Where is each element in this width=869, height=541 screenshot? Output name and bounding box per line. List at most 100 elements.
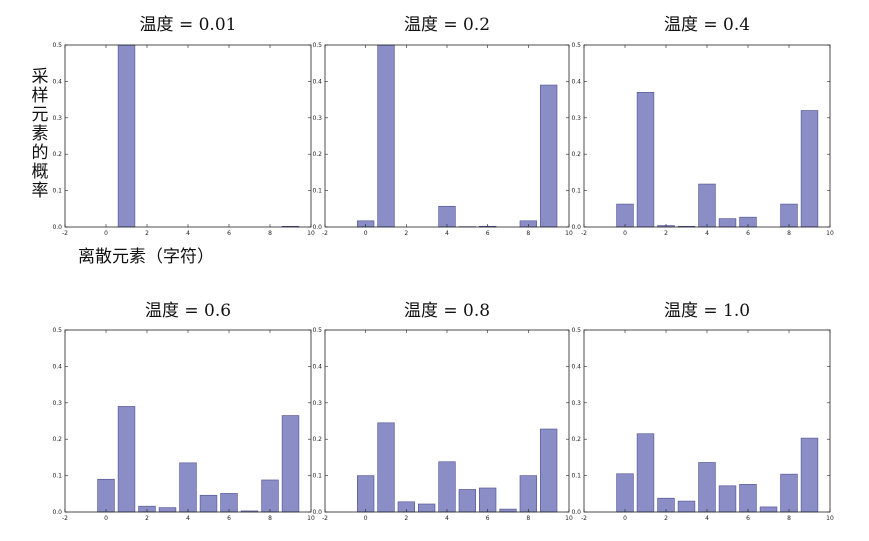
bar	[800, 437, 819, 513]
x-tick-label: -2	[581, 230, 587, 237]
x-tick-label: 8	[268, 230, 272, 237]
bar	[438, 461, 456, 513]
x-tick-label: 4	[186, 515, 190, 522]
bar	[636, 433, 655, 513]
y-tick-label: 0.3	[312, 115, 322, 122]
bar	[499, 508, 517, 513]
x-tick-label: 8	[268, 515, 272, 522]
y-tick-label: 0.2	[52, 436, 62, 443]
bar	[261, 479, 279, 513]
y-tick-label: 0.1	[52, 188, 62, 195]
chart-panels: 温度 = 0.01-2 0 2 4 6 8 100.00.10.20.30.40.5温度 =…	[52, 15, 834, 522]
bar	[438, 205, 456, 228]
x-tick-label: 4	[445, 230, 449, 237]
x-tick-label: 8	[526, 230, 530, 237]
y-axis-label-char: 率	[32, 181, 49, 201]
x-tick-label: 0	[104, 230, 108, 237]
bar	[97, 478, 115, 513]
bar	[117, 406, 136, 513]
x-tick-label: 10	[826, 230, 834, 237]
x-axis-label: 离散元素（字符）	[78, 247, 214, 267]
y-tick-label: 0.1	[52, 473, 62, 480]
bar	[281, 415, 300, 513]
x-tick-label: 0	[104, 515, 108, 522]
bar	[377, 422, 395, 513]
panel-title: 温度 = 0.2	[404, 15, 490, 35]
x-tick-label: -2	[62, 230, 68, 237]
y-tick-label: 0.4	[312, 363, 322, 370]
bar	[780, 473, 798, 513]
x-tick-label: 6	[227, 515, 231, 522]
bar	[377, 44, 395, 228]
x-tick-label: 10	[826, 515, 834, 522]
panel-title: 温度 = 0.01	[140, 15, 237, 35]
x-tick-label: 4	[705, 230, 709, 237]
x-tick-label: -2	[322, 515, 328, 522]
y-tick-label: 0.3	[52, 400, 62, 407]
y-axis-label-char: 素	[32, 124, 49, 144]
x-tick-label: 2	[664, 230, 668, 237]
y-tick-label: 0.4	[312, 78, 322, 85]
x-tick-label: 2	[404, 230, 408, 237]
x-tick-label: 10	[565, 230, 573, 237]
y-tick-label: 0.5	[312, 42, 322, 49]
x-tick-label: 8	[526, 515, 530, 522]
panel-title: 温度 = 1.0	[664, 301, 750, 321]
x-tick-label: 0	[364, 230, 368, 237]
bar	[718, 485, 737, 513]
x-tick-label: 2	[664, 515, 668, 522]
x-tick-label: 8	[787, 515, 791, 522]
bar	[479, 487, 497, 513]
y-tick-label: 0.1	[312, 473, 322, 480]
x-tick-label: 4	[705, 515, 709, 522]
y-tick-label: 0.4	[571, 78, 581, 85]
y-tick-label: 0.2	[52, 151, 62, 158]
x-tick-label: 6	[486, 230, 490, 237]
y-tick-label: 0.2	[312, 151, 322, 158]
bar	[158, 507, 177, 513]
bar	[759, 506, 778, 513]
panel-title: 温度 = 0.6	[145, 301, 231, 321]
y-tick-label: 0.3	[312, 400, 322, 407]
y-tick-label: 0.0	[312, 224, 322, 231]
panel-title: 温度 = 0.4	[664, 15, 750, 35]
y-tick-label: 0.5	[52, 327, 62, 334]
chart-panel: 温度 = 1.0 -2 0 2 4 6 8 10 0.0 0.1 0.2 0.3 0.4 0.5	[571, 301, 834, 522]
panel-title: 温度 = 0.8	[404, 301, 490, 321]
x-tick-label: 0	[364, 515, 368, 522]
y-tick-label: 0.5	[312, 327, 322, 334]
bar	[616, 473, 634, 513]
y-tick-label: 0.0	[52, 509, 62, 516]
x-tick-label: 6	[746, 230, 750, 237]
bar	[199, 494, 218, 513]
y-tick-label: 0.1	[571, 473, 581, 480]
axes-frame	[64, 44, 312, 228]
bar	[519, 475, 537, 513]
bar	[540, 84, 558, 228]
y-tick-label: 0.4	[52, 363, 62, 370]
y-tick-label: 0.5	[52, 42, 62, 49]
y-tick-label: 0.0	[312, 509, 322, 516]
bar	[179, 462, 197, 513]
y-axis-label-char: 元	[32, 105, 49, 125]
axes-frame	[324, 44, 570, 228]
bar	[117, 44, 136, 228]
bar	[718, 218, 737, 228]
y-tick-label: 0.3	[571, 400, 581, 407]
chart-panel: 温度 = 0.4 -2 0 2 4 6 8 10 0.0 0.1 0.2 0.3 0.4 0.5	[571, 15, 834, 237]
y-tick-label: 0.4	[571, 363, 581, 370]
y-tick-label: 0.3	[52, 115, 62, 122]
y-tick-label: 0.1	[312, 188, 322, 195]
bar	[418, 503, 436, 513]
y-tick-label: 0.0	[571, 224, 581, 231]
chart-panel: 温度 = 0.2 -2 0 2 4 6 8 10 0.0 0.1 0.2 0.3 0.4 0.5	[312, 15, 573, 237]
bar	[698, 183, 716, 228]
x-tick-label: 10	[307, 230, 315, 237]
y-tick-label: 0.5	[571, 327, 581, 334]
y-tick-label: 0.5	[571, 42, 581, 49]
bar	[540, 428, 558, 513]
y-axis-label-char: 概	[32, 162, 49, 182]
bar	[677, 500, 696, 513]
